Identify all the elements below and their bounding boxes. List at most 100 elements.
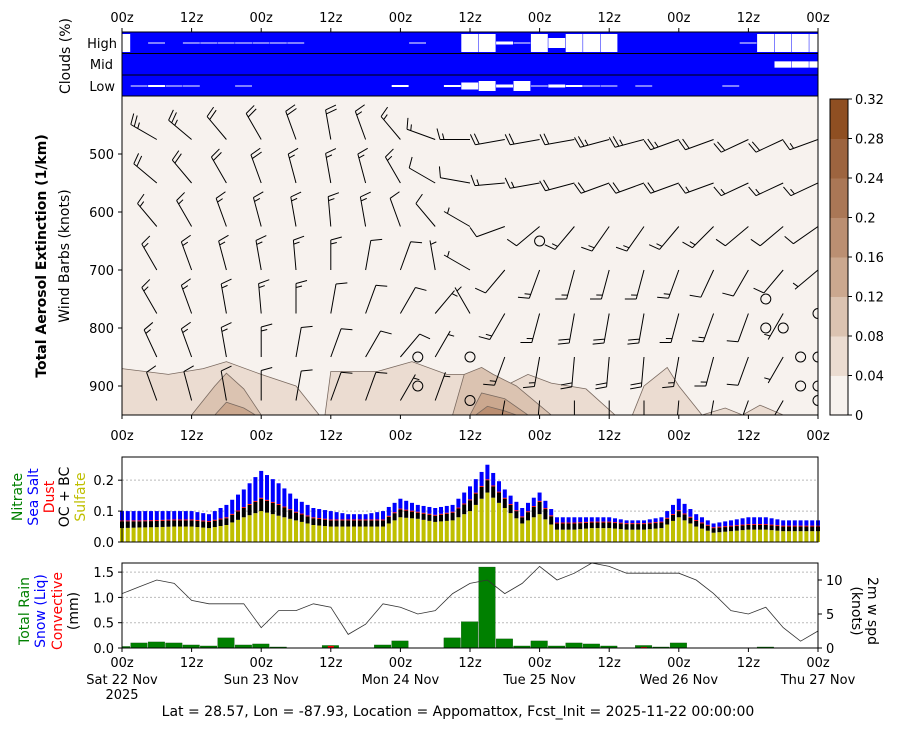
mid-tick-label: 00z bbox=[250, 429, 274, 444]
colorbar-tick-label: 0.32 bbox=[855, 93, 884, 108]
wind-barb-icon bbox=[354, 104, 367, 140]
sea-salt-bar bbox=[334, 512, 339, 520]
ocbc-bar bbox=[502, 498, 507, 508]
ocbc-bar bbox=[410, 511, 414, 519]
wind-barb-icon bbox=[501, 400, 506, 415]
clouds-ylabel: Clouds (%) bbox=[58, 18, 74, 94]
wind-barb-icon bbox=[504, 177, 540, 189]
wind-barb-icon bbox=[325, 104, 337, 140]
colorbar-swatch bbox=[830, 99, 848, 139]
sulfate-bar bbox=[711, 532, 716, 542]
rain-bar bbox=[217, 637, 235, 649]
dust-bar bbox=[352, 519, 356, 521]
bottom-tick-label: 12z bbox=[319, 656, 343, 671]
wind-barb-icon bbox=[792, 269, 818, 290]
wind-barb-icon bbox=[436, 128, 470, 140]
calm-wind-icon bbox=[795, 380, 807, 392]
ocbc-bar bbox=[508, 504, 513, 514]
wind-barb-icon bbox=[574, 136, 610, 148]
sea-salt-bar bbox=[752, 517, 757, 525]
ocbc-bar bbox=[149, 521, 153, 528]
clear-sky-cell-high bbox=[583, 34, 600, 52]
wind-barb-icon bbox=[122, 138, 123, 140]
dust-bar bbox=[328, 519, 333, 521]
ocbc-bar bbox=[659, 522, 664, 529]
ocbc-bar bbox=[363, 520, 368, 527]
wind-barb-icon bbox=[713, 139, 749, 153]
wind-barb-icon bbox=[255, 235, 267, 271]
sea-salt-bar bbox=[149, 511, 153, 521]
wind-barb-icon bbox=[327, 192, 340, 227]
sulfate-bar bbox=[647, 529, 652, 542]
dust-bar bbox=[717, 526, 722, 528]
dust-bar bbox=[694, 520, 699, 521]
sulfate-bar bbox=[189, 526, 194, 542]
extinction-contour bbox=[631, 366, 703, 415]
wind-barb-icon bbox=[590, 269, 610, 300]
wind-barb-icon bbox=[260, 323, 273, 357]
dust-bar bbox=[584, 521, 588, 523]
sea-salt-bar bbox=[247, 483, 252, 504]
sulfate-bar bbox=[792, 531, 797, 542]
sulfate-bar bbox=[485, 492, 490, 542]
ocbc-bar bbox=[253, 501, 258, 514]
pressure-tick-label: 800 bbox=[89, 322, 114, 337]
wind-barb-icon bbox=[662, 356, 680, 389]
footer-info: Lat = 28.57, Lon = -87.93, Location = Ap… bbox=[162, 704, 755, 720]
dust-bar bbox=[479, 485, 484, 487]
wind-barb-icon bbox=[504, 133, 540, 146]
clear-sky-cell-high bbox=[757, 34, 774, 52]
ocbc-bar bbox=[705, 525, 710, 531]
sulfate-bar bbox=[259, 511, 264, 542]
wind-barb-icon bbox=[784, 226, 818, 245]
rain-bar bbox=[130, 642, 148, 649]
ocbc-bar bbox=[178, 520, 182, 527]
sea-salt-bar bbox=[642, 520, 646, 524]
wind-barb-icon bbox=[260, 367, 273, 401]
sulfate-bar bbox=[555, 529, 559, 542]
sea-salt-bar bbox=[270, 479, 275, 502]
sulfate-bar bbox=[676, 517, 681, 542]
dust-bar bbox=[381, 519, 385, 521]
bottom-tick-label: 12z bbox=[458, 656, 482, 671]
mid-tick-label: 12z bbox=[737, 429, 761, 444]
sea-salt-bar bbox=[137, 511, 142, 521]
ocbc-bar bbox=[711, 528, 716, 533]
colorbar-tick-label: 0.04 bbox=[855, 370, 884, 385]
calm-wind-icon bbox=[534, 235, 546, 247]
bottom-tick-label: 00z bbox=[110, 656, 134, 671]
wind-barb-icon bbox=[285, 104, 297, 140]
wind-barb-icon bbox=[682, 226, 714, 249]
ocbc-bar bbox=[143, 521, 148, 528]
colorbar-tick-label: 0.2 bbox=[855, 212, 876, 227]
ocbc-bar bbox=[247, 504, 252, 516]
sea-salt-bar bbox=[363, 514, 368, 520]
sea-salt-bar bbox=[537, 492, 542, 501]
wind-barb-icon bbox=[365, 284, 388, 314]
wind-barb-icon bbox=[657, 269, 680, 299]
sulfate-bar bbox=[694, 526, 699, 542]
ocbc-bar bbox=[183, 520, 188, 527]
sulfate-bar bbox=[746, 529, 751, 542]
top-tick-label: 00z bbox=[528, 11, 552, 26]
sea-salt-bar bbox=[572, 517, 577, 523]
top-tick-label: 00z bbox=[110, 11, 134, 26]
wind-barb-icon bbox=[557, 313, 575, 345]
ocbc-bar bbox=[555, 523, 559, 530]
dust-bar bbox=[537, 500, 542, 502]
wind-barb-icon bbox=[555, 269, 575, 300]
wind-barb-icon bbox=[726, 356, 749, 386]
colorbar-tick-label: 0.24 bbox=[855, 172, 884, 187]
extinction-contour bbox=[475, 405, 517, 415]
wind-barb-icon bbox=[713, 182, 749, 197]
sulfate-bar bbox=[497, 502, 501, 542]
ocbc-bar bbox=[386, 516, 391, 524]
sea-salt-bar bbox=[526, 502, 530, 512]
sulfate-bar bbox=[508, 513, 513, 542]
ocbc-bar bbox=[491, 486, 496, 498]
clear-sky-cell-low bbox=[600, 85, 618, 87]
rain-bar bbox=[565, 642, 583, 649]
mid-tick-label: 00z bbox=[528, 429, 552, 444]
ocbc-bar bbox=[792, 526, 797, 532]
sea-salt-bar bbox=[531, 497, 536, 507]
